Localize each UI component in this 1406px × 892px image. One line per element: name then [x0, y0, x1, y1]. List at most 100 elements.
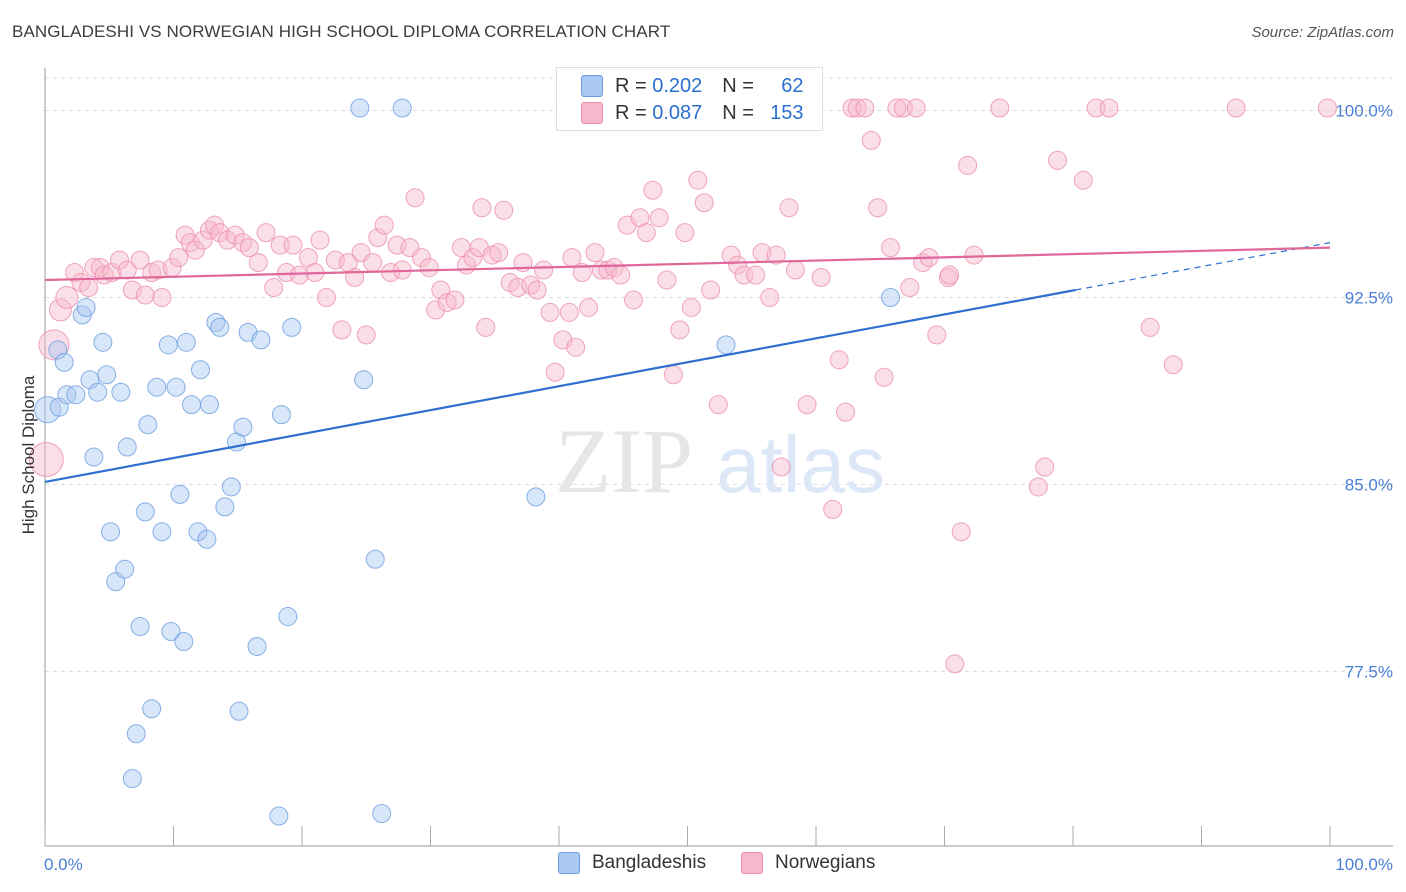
data-point: [233, 417, 253, 437]
data-point: [779, 198, 799, 218]
data-point: [940, 265, 960, 285]
trend-line-norwegians: [44, 246, 1331, 282]
data-point: [945, 654, 965, 674]
data-point: [463, 248, 483, 268]
data-point: [958, 155, 978, 175]
data-point: [663, 365, 683, 385]
trend-lines: [44, 242, 1331, 484]
legend-r-value: 0.202: [652, 74, 703, 97]
data-point: [66, 385, 86, 405]
legend-n-value: 153: [770, 101, 804, 124]
data-point: [412, 248, 432, 268]
data-point: [193, 230, 213, 250]
data-point: [190, 360, 210, 380]
data-point: [489, 243, 509, 263]
data-point: [368, 228, 388, 248]
data-point: [166, 377, 186, 397]
data-point: [256, 223, 276, 243]
data-point: [363, 253, 383, 273]
data-point: [881, 238, 901, 258]
data-point: [264, 278, 284, 297]
data-point: [148, 260, 168, 280]
data-point: [392, 98, 412, 118]
data-point: [1317, 98, 1337, 118]
data-point: [65, 263, 85, 283]
data-point: [526, 487, 546, 507]
data-point: [670, 320, 690, 340]
data-point: [431, 280, 451, 300]
data-point: [88, 382, 108, 402]
data-point: [247, 636, 267, 656]
data-point: [239, 238, 259, 258]
data-point: [181, 395, 201, 415]
y-tick-label: 100.0%: [1335, 102, 1393, 121]
data-point: [1099, 98, 1119, 118]
data-point: [206, 312, 226, 332]
x-min-label: 0.0%: [44, 855, 83, 874]
data-point: [847, 98, 867, 118]
data-point: [562, 248, 582, 268]
data-point: [282, 317, 302, 337]
y-tick-label: 92.5%: [1345, 288, 1393, 307]
data-point: [566, 337, 586, 357]
legend-label: Bangladeshis: [592, 852, 707, 873]
data-point: [472, 198, 492, 218]
source-label: Source: ZipAtlas.com: [1251, 24, 1394, 41]
legend-r-label: R =: [615, 101, 647, 124]
data-point: [797, 395, 817, 415]
data-point: [229, 701, 249, 721]
bangladeshis-points: [34, 98, 901, 826]
data-point: [54, 352, 74, 372]
data-point: [540, 302, 560, 322]
data-point: [927, 325, 947, 345]
data-point: [708, 395, 728, 415]
data-point: [221, 477, 241, 497]
data-point: [829, 350, 849, 370]
data-point: [1140, 317, 1160, 337]
data-point: [161, 622, 181, 642]
data-point: [559, 302, 579, 322]
data-point: [611, 265, 631, 285]
data-point: [356, 325, 376, 345]
legend-r-value: 0.087: [652, 101, 703, 124]
data-point: [316, 287, 336, 307]
data-point: [785, 260, 805, 280]
y-tick-label: 85.0%: [1345, 475, 1393, 494]
data-point: [251, 330, 271, 350]
data-point: [855, 98, 875, 118]
data-point: [811, 268, 831, 288]
data-point: [572, 263, 592, 283]
data-point: [48, 340, 68, 360]
data-point: [426, 300, 446, 320]
legend-item-bangladeshis[interactable]: Bangladeshis: [558, 852, 706, 874]
data-point: [823, 499, 843, 519]
legend-swatch-pink: [581, 102, 603, 124]
stats-legend: R = 0.202 N = 62 R = 0.087 N = 153: [556, 67, 823, 131]
data-point: [111, 382, 131, 402]
data-point: [117, 260, 137, 280]
data-point: [289, 265, 309, 285]
data-point: [534, 260, 554, 280]
data-point: [152, 522, 172, 542]
legend-item-norwegians[interactable]: Norwegians: [741, 852, 875, 874]
data-point: [760, 287, 780, 307]
data-point: [445, 290, 465, 310]
data-point: [585, 243, 605, 263]
legend-n-label: N =: [722, 74, 754, 97]
data-point: [210, 317, 230, 337]
data-point: [990, 98, 1010, 118]
data-point: [122, 769, 142, 789]
data-point: [135, 285, 155, 305]
data-point: [521, 275, 541, 295]
data-point: [649, 208, 669, 228]
data-point: [158, 335, 178, 355]
data-point: [405, 188, 425, 208]
legend-row-bangladeshis: R = 0.202 N = 62: [581, 73, 804, 99]
data-point: [248, 253, 268, 273]
data-point: [836, 402, 856, 422]
data-point: [527, 280, 547, 300]
data-point: [283, 235, 303, 255]
data-point: [269, 806, 289, 826]
watermark-zip: ZIP: [555, 410, 693, 512]
